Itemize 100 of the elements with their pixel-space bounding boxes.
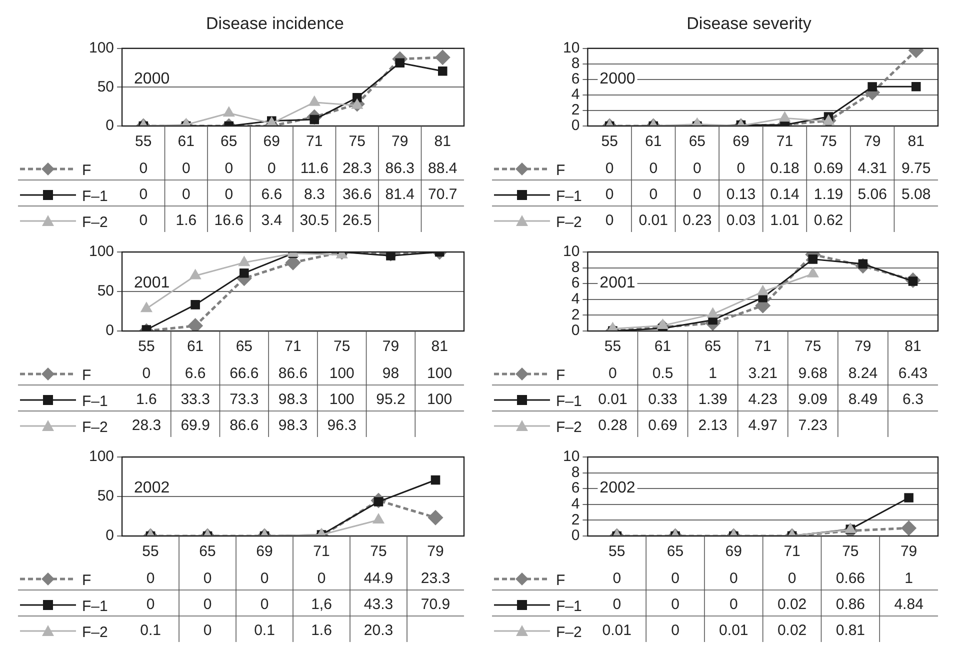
x-tick-label: 75 (334, 338, 350, 356)
data-label: 6.43 (898, 365, 928, 382)
data-label: 95.2 (376, 391, 406, 408)
data-label: 0.02 (777, 622, 807, 640)
data-label: 0.01 (598, 391, 628, 408)
data-label: 4.23 (748, 391, 778, 408)
x-tick-label: 61 (178, 133, 194, 150)
annotation: 2001 (134, 274, 170, 292)
legend-label: F–1 (556, 393, 582, 410)
data-label: 4.97 (748, 417, 778, 434)
y-tick-label: 4 (571, 496, 580, 513)
x-tick-label: 69 (725, 543, 742, 560)
data-label: 0 (260, 570, 269, 588)
data-label: 0.13 (726, 186, 756, 204)
y-tick-label: 2 (571, 306, 580, 324)
data-label: 1.6 (311, 622, 332, 640)
data-label: 1 (708, 365, 717, 382)
data-label: 3.21 (748, 365, 778, 382)
legend-label: F–2 (556, 419, 582, 436)
x-tick-label: 81 (431, 338, 448, 356)
data-label: 66.6 (230, 365, 259, 382)
legend-label: F (82, 572, 92, 590)
data-label: 100 (329, 365, 354, 382)
data-label: 0.62 (814, 212, 844, 230)
data-label: 0.66 (836, 570, 866, 588)
data-label: 28.3 (132, 417, 162, 434)
data-label: 0.02 (777, 596, 807, 614)
legend-label: F (556, 162, 566, 180)
x-tick-label: 79 (900, 543, 918, 560)
y-tick-label: 100 (88, 243, 114, 260)
data-label: 0.69 (648, 417, 678, 434)
y-tick-label: 8 (571, 55, 580, 72)
data-label: 0.01 (719, 622, 748, 640)
x-tick-label: 75 (842, 543, 859, 560)
x-tick-label: 81 (908, 133, 924, 150)
data-label: 0 (605, 160, 614, 178)
y-tick-label: 10 (562, 448, 580, 466)
x-tick-label: 71 (776, 133, 794, 150)
data-label: 1 (904, 570, 913, 588)
x-tick-label: 55 (601, 133, 618, 150)
data-label: 88.4 (428, 160, 458, 178)
data-label: 0.33 (648, 391, 678, 408)
data-label: 100 (427, 365, 452, 382)
data-label: 0 (605, 212, 614, 230)
x-tick-label: 79 (382, 338, 400, 356)
y-tick-label: 50 (97, 282, 114, 300)
y-tick-label: 0 (106, 322, 114, 340)
x-tick-label: 55 (608, 543, 626, 560)
data-label: 86.6 (230, 417, 259, 434)
annotation: 2000 (134, 70, 170, 88)
data-label: 1.39 (698, 391, 728, 408)
data-label: 0 (317, 570, 326, 588)
x-tick-label: 75 (370, 543, 387, 560)
data-label: 0.1 (254, 622, 275, 640)
data-label: 9.75 (902, 160, 931, 178)
y-tick-label: 6 (571, 274, 580, 292)
data-label: 69.9 (180, 417, 210, 434)
legend-label: F–2 (82, 214, 108, 232)
data-label: 81.4 (385, 186, 414, 204)
data-label: 9.68 (798, 365, 828, 382)
data-label: 0.01 (602, 622, 632, 640)
data-label: 100 (427, 391, 452, 408)
y-tick-label: 10 (562, 243, 580, 260)
data-label: 0 (139, 160, 148, 178)
data-label: 0 (260, 596, 269, 614)
data-label: 73.3 (230, 391, 259, 408)
data-label: 0 (692, 160, 702, 178)
data-label: 36.6 (342, 186, 372, 204)
data-label: 0 (736, 160, 746, 178)
legend-label: F–2 (556, 214, 582, 232)
x-tick-label: 61 (186, 338, 204, 356)
x-tick-label: 81 (904, 338, 922, 356)
x-tick-label: 69 (256, 543, 273, 560)
data-label: 0 (224, 160, 234, 178)
x-tick-label: 71 (313, 543, 330, 560)
data-label: 43.3 (364, 596, 394, 614)
x-tick-label: 65 (236, 338, 253, 356)
data-label: 6.6 (184, 365, 206, 382)
x-tick-label: 71 (754, 338, 772, 356)
data-label: 86.6 (278, 365, 308, 382)
data-label: 0 (605, 186, 614, 204)
data-label: 3.4 (261, 212, 282, 230)
data-label: 0 (203, 596, 212, 614)
x-tick-label: 65 (666, 543, 684, 560)
data-label: 20.3 (364, 622, 394, 640)
data-label: 11.6 (300, 160, 328, 178)
data-label: 0.14 (770, 186, 800, 204)
legend-label: F–2 (556, 624, 582, 642)
legend-label: F–2 (82, 624, 108, 642)
data-label: 8.49 (848, 391, 878, 408)
data-label: 0.28 (598, 417, 628, 434)
data-label: 98.3 (278, 391, 308, 408)
annotation: 2000 (600, 70, 636, 88)
x-tick-label: 79 (864, 133, 881, 150)
data-label: 4.31 (858, 160, 887, 178)
y-tick-label: 50 (97, 78, 114, 96)
data-label: 0.1 (140, 622, 161, 640)
data-label: 6.6 (261, 186, 282, 204)
x-tick-label: 55 (135, 133, 152, 150)
y-tick-label: 0 (106, 117, 114, 134)
